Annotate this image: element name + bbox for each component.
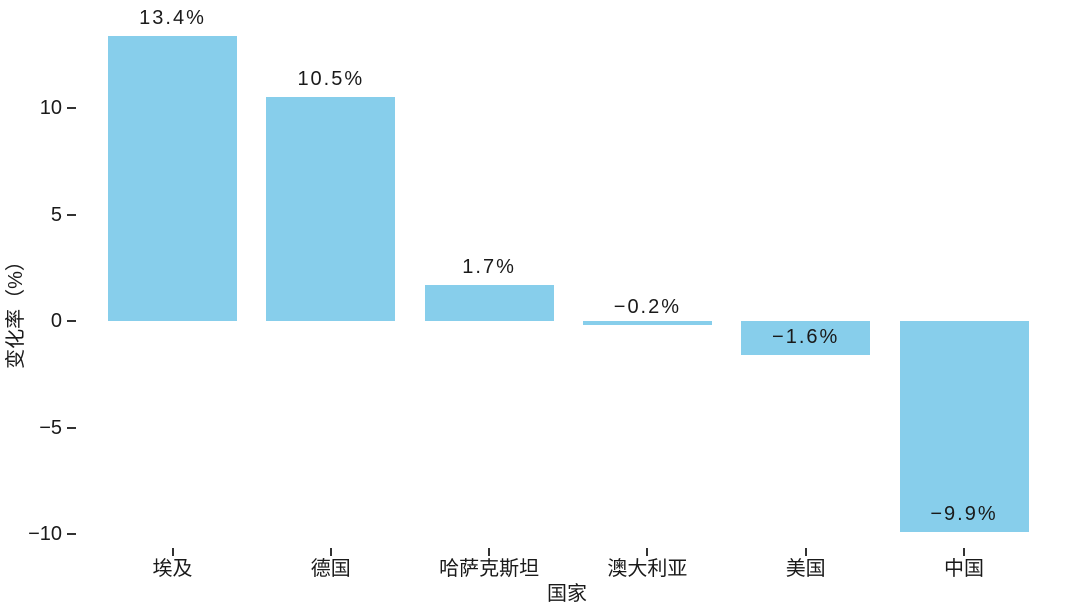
y-tick-label: 0 (50, 310, 62, 332)
bar-value-label: 1.7% (462, 255, 516, 278)
x-tick (171, 548, 174, 556)
bar-value-label: −0.2% (613, 296, 682, 319)
x-tick (646, 548, 649, 556)
y-tick-label: −5 (39, 416, 62, 439)
x-tick-label: 德国 (310, 558, 351, 580)
x-axis-title: 国家 (547, 583, 587, 605)
x-tick (804, 548, 807, 556)
bar (424, 284, 554, 321)
bar (108, 35, 237, 321)
y-tick-label: −10 (28, 523, 62, 545)
bar (741, 321, 871, 356)
x-tick-label: 中国 (944, 558, 984, 580)
x-tick-label: 埃及 (152, 558, 193, 580)
y-tick (67, 320, 76, 322)
x-tick-label: 美国 (785, 558, 826, 580)
bar (266, 97, 396, 321)
x-tick-label: 澳大利亚 (607, 558, 688, 580)
bar (582, 321, 712, 326)
bar-value-label: 10.5% (297, 68, 365, 91)
y-tick (67, 533, 76, 535)
y-tick-label: 10 (39, 97, 62, 119)
x-tick (963, 548, 965, 556)
bar-value-label: 13.4% (139, 6, 206, 29)
y-tick (67, 426, 76, 429)
bar-value-label: −9.9% (930, 502, 998, 525)
bar-value-label: −1.6% (772, 326, 840, 349)
x-tick (329, 548, 332, 556)
y-tick-label: 5 (50, 203, 62, 226)
x-tick-label: 哈萨克斯坦 (439, 558, 540, 580)
x-tick (488, 548, 491, 556)
y-tick (67, 107, 76, 109)
y-tick (67, 213, 76, 216)
bar (899, 321, 1029, 532)
